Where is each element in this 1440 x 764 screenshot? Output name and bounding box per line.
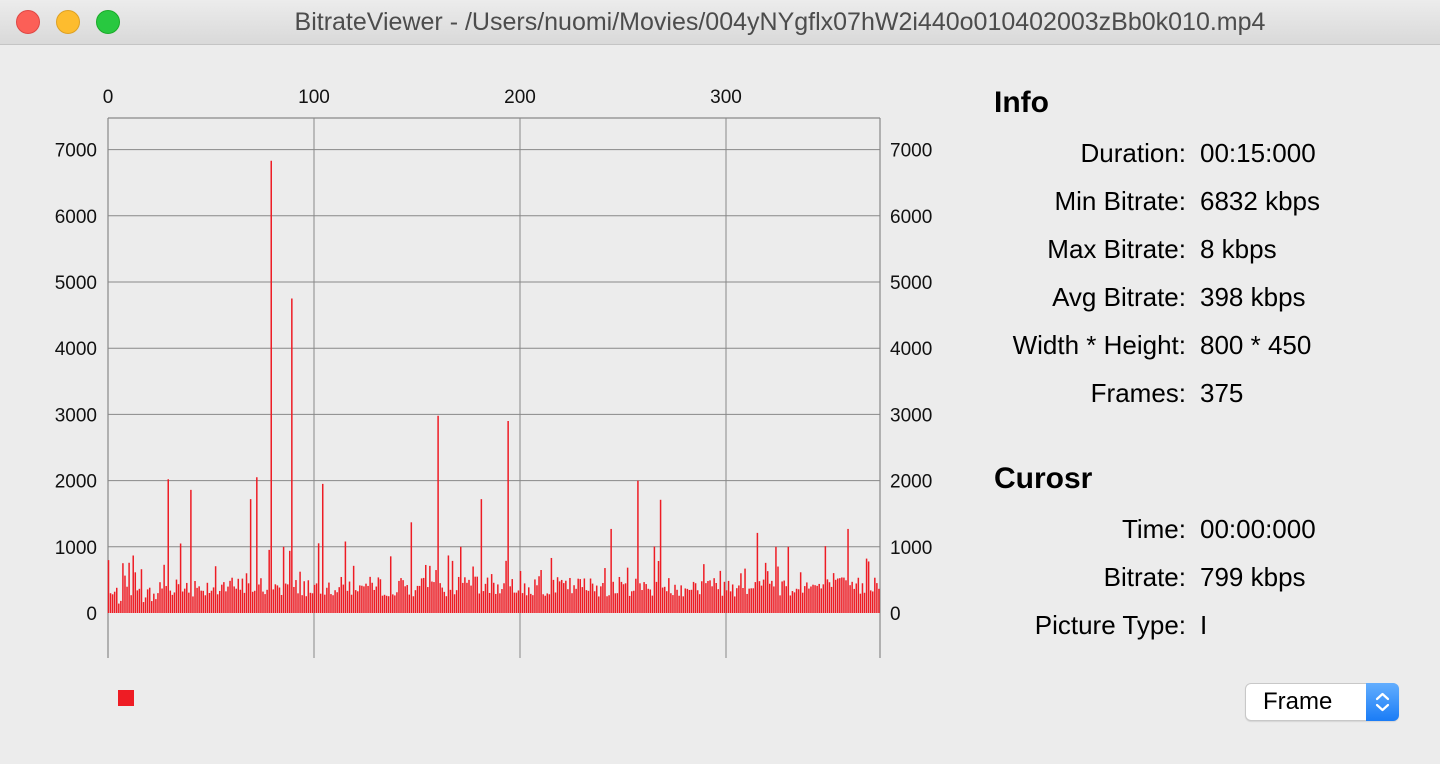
dimensions-label: Width * Height: [1012, 330, 1186, 360]
minimize-window-button[interactable] [56, 10, 80, 34]
close-window-button[interactable] [16, 10, 40, 34]
duration-row: Duration: 00:15:000 [980, 138, 1420, 178]
y-tick-label-right: 5000 [890, 273, 932, 294]
min-bitrate-row: Min Bitrate: 6832 kbps [980, 186, 1420, 226]
y-tick-label-left: 5000 [55, 273, 97, 294]
y-tick-label-right: 6000 [890, 207, 932, 228]
picture-type-label: Picture Type: [1034, 610, 1186, 640]
title-bar[interactable]: BitrateViewer - /Users/nuomi/Movies/004y… [0, 0, 1440, 45]
max-bitrate-label: Max Bitrate: [1047, 234, 1186, 264]
picture-type-row: Picture Type: I [980, 610, 1420, 650]
avg-bitrate-row: Avg Bitrate: 398 kbps [980, 282, 1420, 322]
dimensions-value: 800 * 450 [1200, 330, 1312, 360]
min-bitrate-value: 6832 kbps [1200, 186, 1320, 216]
frames-row: Frames: 375 [980, 378, 1420, 418]
view-mode-value: Frame [1263, 688, 1333, 715]
max-bitrate-value: 8 kbps [1200, 234, 1277, 264]
y-tick-label-left: 4000 [55, 339, 97, 360]
y-tick-label-right: 0 [890, 604, 901, 625]
y-tick-label-left: 0 [86, 604, 97, 625]
duration-label: Duration: [1080, 138, 1187, 168]
legend-swatch [118, 690, 134, 706]
y-tick-label-left: 2000 [55, 472, 97, 493]
cursor-time-value: 00:00:000 [1200, 514, 1316, 544]
y-tick-label-right: 1000 [890, 538, 932, 559]
zoom-window-button[interactable] [96, 10, 120, 34]
y-tick-label-right: 2000 [890, 472, 932, 493]
avg-bitrate-value: 398 kbps [1200, 282, 1306, 312]
y-tick-label-left: 3000 [55, 405, 97, 426]
cursor-heading: Curosr [994, 462, 1093, 495]
min-bitrate-label: Min Bitrate: [1054, 186, 1187, 216]
y-tick-label-left: 6000 [55, 207, 97, 228]
view-mode-select[interactable]: Frame [1245, 683, 1399, 721]
frames-value: 375 [1200, 378, 1244, 408]
x-tick-label: 200 [504, 87, 536, 108]
y-tick-label-right: 7000 [890, 141, 932, 162]
x-tick-label: 0 [103, 87, 114, 108]
y-tick-label-left: 1000 [55, 538, 97, 559]
window-title: BitrateViewer - /Users/nuomi/Movies/004y… [294, 8, 1266, 36]
dimensions-row: Width * Height: 800 * 450 [980, 330, 1420, 370]
max-bitrate-row: Max Bitrate: 8 kbps [980, 234, 1420, 274]
y-tick-label-left: 7000 [55, 141, 97, 162]
info-heading: Info [994, 86, 1049, 119]
cursor-time-label: Time: [1121, 514, 1186, 544]
duration-value: 00:15:000 [1200, 138, 1316, 168]
cursor-bitrate-label: Bitrate: [1103, 562, 1186, 592]
frames-label: Frames: [1090, 378, 1186, 408]
y-tick-label-right: 4000 [890, 339, 932, 360]
cursor-time-row: Time: 00:00:000 [980, 514, 1420, 554]
cursor-bitrate-value: 799 kbps [1200, 562, 1306, 592]
y-tick-label-right: 3000 [890, 405, 932, 426]
x-tick-label: 100 [298, 87, 330, 108]
x-tick-label: 300 [710, 87, 742, 108]
picture-type-value: I [1200, 610, 1208, 640]
info-panel: Info Duration: 00:15:000 Min Bitrate: 68… [980, 45, 1420, 685]
chevron-up-down-icon[interactable] [1366, 683, 1399, 721]
cursor-bitrate-row: Bitrate: 799 kbps [980, 562, 1420, 602]
avg-bitrate-label: Avg Bitrate: [1052, 282, 1186, 312]
